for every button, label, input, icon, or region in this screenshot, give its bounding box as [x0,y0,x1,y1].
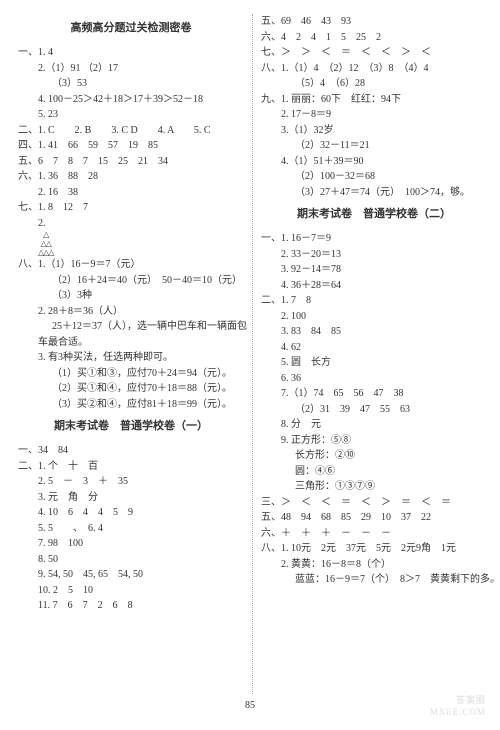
text-line: 2. [18,216,244,232]
text-line: 二、1. C 2. B 3. C D 4. A 5. C [18,123,244,139]
section-title-1: 高频高分题过关检测密卷 [18,20,244,37]
text-line: （2）买①和④，应付70＋18＝88（元）。 [18,381,244,397]
text-line: 五、6 7 8 7 15 25 21 34 [18,154,244,170]
text-line: （2）32－11＝21 [261,138,487,154]
text-line: 四、1. 41 66 59 57 19 85 [18,138,244,154]
text-line: 2. 28＋8＝36（人） [18,304,244,320]
text-line: 2. 17－8＝9 [261,107,487,123]
text-line: 七、1. 8 12 7 [18,200,244,216]
text-line: 3.（1）32岁 [261,123,487,139]
text-line: 二、1. 个 十 百 [18,459,244,475]
columns: 高频高分题过关检测密卷 一、1. 4 2.（1）91 （2）17 （3）53 4… [18,14,482,694]
text-line: 一、34 84 [18,443,244,459]
page-number: 85 [18,694,482,714]
text-line: 10. 2 5 10 [18,583,244,599]
section-title-2: 期末考试卷 普通学校卷（一） [18,418,244,435]
text-line: 4.（1）51＋39＝90 [261,154,487,170]
text-line: 2.（1）91 （2）17 [18,61,244,77]
text-line: （3）买②和④，应付81＋18＝99（元）。 [18,397,244,413]
text-line: 11. 7 6 7 2 6 8 [18,598,244,614]
text-line: 五、69 46 43 93 [261,14,487,30]
text-line: 2. 5 － 3 ＋ 35 [18,474,244,490]
text-line: 3. 83 84 85 [261,324,487,340]
watermark-url: MXEE.COM [430,706,486,720]
text-line: 一、1. 16－7＝9 [261,231,487,247]
text-line: 蓝蓝：16－9＝7（个） 8＞7 黄黄剩下的多。 [261,572,487,588]
text-line: 4. 62 [261,340,487,356]
text-line: 二、1. 7 8 [261,293,487,309]
text-line: 三角形：①③⑦⑨ [261,479,487,495]
text-line: 长方形：②⑩ [261,448,487,464]
text-line: 2. 16 38 [18,185,244,201]
text-line: 七、＞ ＞ ＜ ＝ ＜ ＜ ＞ ＜ [261,45,487,61]
text-line: （2）16＋24＝40（元） 50－40＝10（元） [18,273,244,289]
text-line: 9. 正方形：⑤⑧ [261,433,487,449]
text-line: 2. 100 [261,309,487,325]
text-line: 八、1.（1）4 （2）12 （3）8 （4）4 [261,61,487,77]
right-column: 五、69 46 43 93 六、4 2 4 1 5 25 2 七、＞ ＞ ＜ ＝… [255,14,487,694]
text-line: 8. 分 元 [261,417,487,433]
text-line: 九、1. 丽丽：60下 红红：94下 [261,92,487,108]
text-line: 5. 23 [18,107,244,123]
text-line: （1）买①和③，应付70＋24＝94（元）。 [18,366,244,382]
text-line: 5. 圆 长方 [261,355,487,371]
section-title-3: 期末考试卷 普通学校卷（二） [261,206,487,223]
text-line: （3）27＋47＝74（元） 100＞74，够。 [261,185,487,201]
text-line: 六、＋ ＋ ＋ － － － [261,526,487,542]
text-line: 2. 33－20＝13 [261,247,487,263]
text-line: 4. 36＋28＝64 [261,278,487,294]
text-line: 4. 10 6 4 4 5 9 [18,505,244,521]
text-line: 5. 5 、 6. 4 [18,521,244,537]
text-line: 6. 36 [261,371,487,387]
left-column: 高频高分题过关检测密卷 一、1. 4 2.（1）91 （2）17 （3）53 4… [18,14,250,694]
text-line: （2）31 39 47 55 63 [261,402,487,418]
page: 高频高分题过关检测密卷 一、1. 4 2.（1）91 （2）17 （3）53 4… [0,0,500,730]
text-line: （3）3种 [18,288,244,304]
text-line: 五、48 94 68 85 29 10 37 22 [261,510,487,526]
text-line: 8. 50 [18,552,244,568]
text-line: 3. 有3种买法，任选两种即可。 [18,350,244,366]
text-line: 六、4 2 4 1 5 25 2 [261,30,487,46]
text-line: 车最合适。 [18,335,244,351]
triangle-diagram: △ △△ △△△ [18,231,244,257]
text-line: 三、＞ ＜ ＜ ＝ ＜ ＞ ＝ ＜ ＝ [261,495,487,511]
text-line: 9. 54, 50 45, 65 54, 50 [18,567,244,583]
text-line: 25＋12＝37（人），选一辆中巴车和一辆面包 [18,319,244,335]
text-line: 7.（1）74 65 56 47 38 [261,386,487,402]
column-divider [252,14,253,694]
text-line: 4. 100－25＞42＋18＞17＋39＞52－18 [18,92,244,108]
text-line: （2）100－32＝68 [261,169,487,185]
text-line: 六、1. 36 88 28 [18,169,244,185]
text-line: （5）4 （6）28 [261,76,487,92]
text-line: 3. 元 角 分 [18,490,244,506]
text-line: 八、1. 10元 2元 37元 5元 2元9角 1元 [261,541,487,557]
text-line: 八、1.（1）16－9＝7（元） [18,257,244,273]
text-line: 圆：④⑥ [261,464,487,480]
text-line: 7. 98 100 [18,536,244,552]
text-line: 2. 黄黄：16－8＝8（个） [261,557,487,573]
text-line: 3. 92－14＝78 [261,262,487,278]
text-line: 一、1. 4 [18,45,244,61]
text-line: （3）53 [18,76,244,92]
